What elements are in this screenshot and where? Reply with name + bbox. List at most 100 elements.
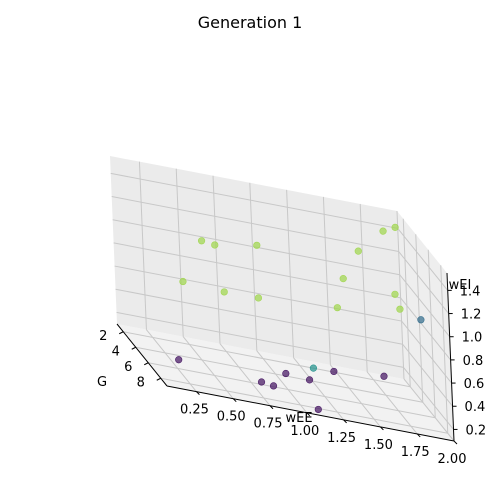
chart-title: Generation 1 bbox=[198, 13, 303, 32]
y-tick-mark bbox=[119, 331, 124, 335]
grid-line-y-floor bbox=[160, 377, 448, 434]
y-tick-label: 6 bbox=[124, 360, 132, 375]
y-tick-label: 2 bbox=[99, 329, 107, 344]
grid-line-x-back bbox=[249, 182, 258, 351]
data-point bbox=[380, 372, 388, 380]
grid-line-x-back bbox=[396, 210, 405, 380]
grid-line-z-back bbox=[111, 196, 399, 253]
data-point bbox=[254, 294, 263, 302]
data-point bbox=[391, 223, 399, 231]
x-tick-label: 1.50 bbox=[364, 438, 393, 453]
grid-line-z-side bbox=[402, 343, 453, 407]
z-tick-label: 0.8 bbox=[463, 354, 484, 369]
grid-line-y-floor bbox=[123, 331, 411, 388]
data-point bbox=[269, 382, 278, 390]
grid-line-y-floor bbox=[148, 362, 436, 419]
grid-line-x-back bbox=[322, 196, 331, 365]
data-point bbox=[379, 227, 387, 235]
grid-line-z-side bbox=[399, 274, 451, 338]
grid-line-z-side bbox=[401, 320, 452, 384]
grid-line-x-back bbox=[286, 189, 295, 358]
data-point bbox=[179, 277, 187, 286]
data-point bbox=[330, 367, 338, 376]
data-point bbox=[197, 237, 206, 245]
x-tick-mark bbox=[232, 398, 237, 403]
x-tick-mark bbox=[343, 419, 347, 424]
data-point bbox=[253, 241, 261, 249]
grid-line-z-back bbox=[113, 242, 401, 299]
grid-line-z-side bbox=[397, 228, 449, 291]
x-tick-mark bbox=[196, 391, 200, 395]
x-tick-mark bbox=[306, 412, 311, 417]
data-point bbox=[309, 364, 318, 372]
data-point bbox=[314, 405, 322, 414]
grid-line-x-floor bbox=[256, 350, 308, 414]
floor-pane bbox=[117, 324, 454, 441]
grid-line-z-side bbox=[398, 251, 450, 314]
grid-line-z-side bbox=[400, 297, 452, 361]
grid-line-y-side bbox=[440, 265, 449, 434]
x-tick-label: 2.00 bbox=[438, 452, 467, 467]
x-tick-label: 1.00 bbox=[290, 424, 319, 439]
z-tick-label: 1.0 bbox=[462, 331, 483, 346]
grid-line-x-floor bbox=[146, 329, 197, 392]
x-axis-line bbox=[166, 385, 455, 442]
data-points bbox=[175, 223, 425, 414]
grid-line-x-back bbox=[138, 161, 147, 330]
back-pane bbox=[110, 156, 404, 379]
z-tick-label: 0.2 bbox=[466, 423, 487, 438]
grid-line-y-side bbox=[402, 218, 411, 387]
side-pane bbox=[397, 211, 454, 441]
z-tick-label: 0.6 bbox=[464, 377, 485, 392]
data-point bbox=[282, 369, 290, 378]
x-tick-label: 0.75 bbox=[254, 417, 283, 432]
x-tick-mark bbox=[380, 426, 384, 431]
y-axis-label: G bbox=[97, 375, 107, 390]
y-axis-line bbox=[116, 323, 168, 387]
grid-line-x-floor bbox=[330, 364, 381, 428]
axis-panes bbox=[110, 156, 454, 441]
x-tick-label: 1.75 bbox=[401, 445, 430, 460]
grid-line-x-back bbox=[359, 203, 368, 372]
y-tick-mark bbox=[131, 346, 136, 350]
grid-line-y-floor bbox=[135, 346, 423, 403]
grid-line-y-side bbox=[427, 249, 436, 418]
y-tick-label: 8 bbox=[137, 375, 145, 390]
grid-lines bbox=[110, 161, 455, 442]
z-tick-label: 1.4 bbox=[460, 284, 481, 299]
data-point bbox=[396, 305, 404, 313]
data-point bbox=[220, 288, 228, 296]
grid-line-z-side bbox=[403, 367, 454, 430]
y-tick-mark bbox=[156, 377, 161, 381]
x-axis-label: wEE bbox=[285, 411, 312, 426]
data-point bbox=[354, 247, 362, 255]
grid-line-z-back bbox=[110, 172, 398, 229]
x-tick-label: 0.50 bbox=[217, 410, 246, 425]
y-tick-label: 4 bbox=[112, 344, 120, 359]
z-axis-label: wEI bbox=[449, 278, 472, 293]
data-point bbox=[305, 376, 314, 384]
grid-line-z-back bbox=[116, 311, 404, 368]
data-point bbox=[339, 275, 347, 283]
grid-line-x-floor bbox=[182, 336, 234, 400]
axis-lines bbox=[116, 272, 455, 442]
x-tick-label: 0.25 bbox=[180, 403, 209, 418]
grid-line-x-floor bbox=[293, 357, 345, 421]
z-tick-label: 0.4 bbox=[465, 400, 486, 415]
x-tick-mark bbox=[416, 433, 421, 438]
grid-line-x-floor bbox=[219, 343, 271, 407]
data-point bbox=[333, 304, 341, 312]
grid-line-x-floor bbox=[403, 378, 455, 442]
x-tick-label: 1.25 bbox=[327, 431, 356, 446]
grid-line-x-back bbox=[212, 175, 221, 344]
data-point bbox=[417, 316, 425, 324]
grid-line-z-back bbox=[115, 288, 403, 345]
data-point bbox=[211, 241, 219, 249]
x-tick-mark bbox=[453, 440, 458, 445]
grid-line-z-back bbox=[114, 265, 402, 322]
grid-line-x-floor bbox=[366, 371, 418, 435]
z-axis-line bbox=[446, 272, 455, 442]
data-point bbox=[391, 290, 399, 298]
